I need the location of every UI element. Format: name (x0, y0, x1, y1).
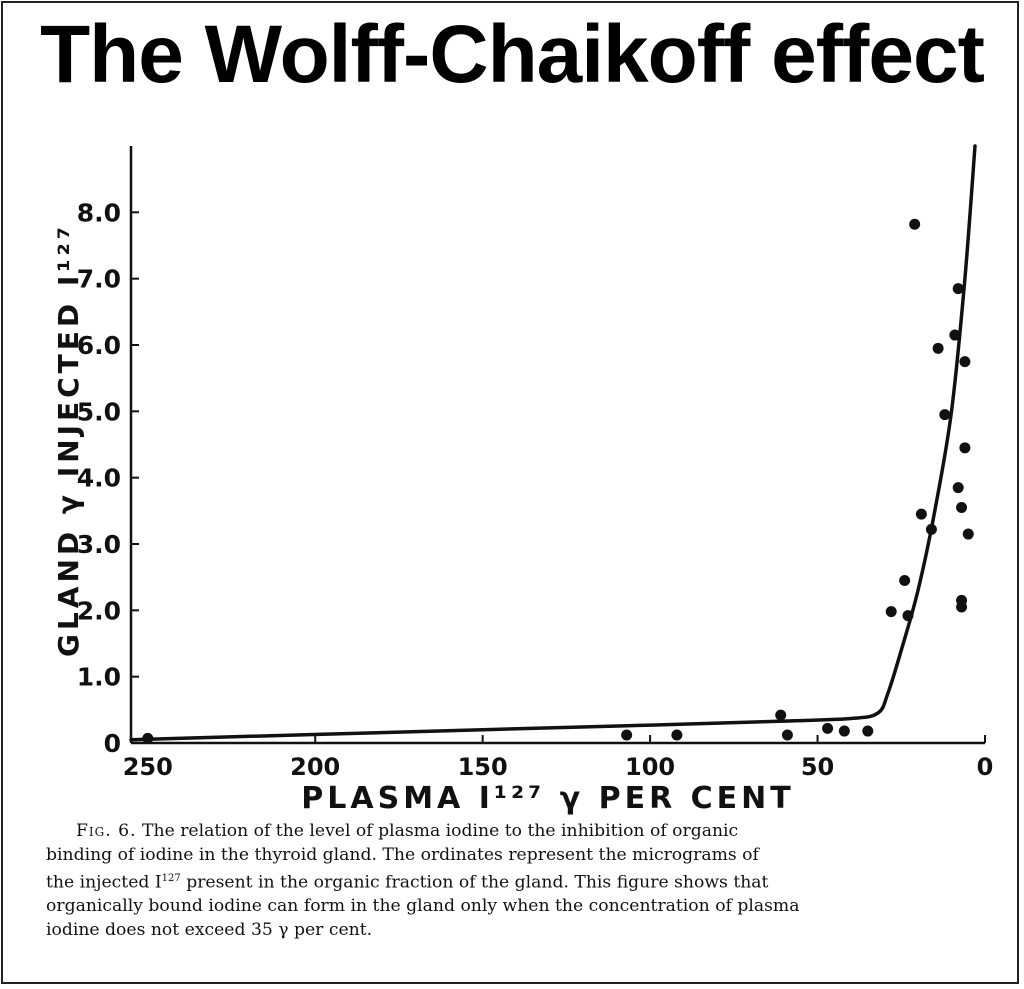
caption-line-3: the injected I127 present in the organic… (46, 867, 998, 895)
y-tick-label: 2.0 (77, 596, 121, 625)
x-tick-label: 150 (458, 753, 508, 781)
caption-line-5: iodine does not exceed 35 γ per cent. (46, 919, 373, 940)
data-point (775, 709, 787, 721)
fit-curve (129, 144, 977, 742)
data-point (939, 409, 951, 421)
caption-line-1: Fig. 6. The relation of the level of pla… (46, 820, 998, 844)
y-tick-label: 3.0 (77, 530, 121, 559)
caption-line-4: organically bound iodine can form in the… (46, 896, 800, 917)
x-tick-label: 50 (801, 753, 834, 781)
y-tick-label: 8.0 (77, 198, 121, 227)
data-point (909, 218, 921, 230)
data-point (949, 329, 961, 341)
x-tick-label: 250 (123, 753, 173, 781)
y-tick-label: 7.0 (77, 265, 121, 294)
data-point (621, 729, 633, 741)
data-point (956, 601, 968, 613)
data-point (956, 502, 968, 514)
data-point (952, 482, 964, 494)
data-point (932, 342, 944, 354)
y-axis-label: GLAND γ INJECTED I¹²⁷ (52, 223, 85, 657)
chart-axes (129, 146, 985, 745)
data-point (862, 725, 874, 737)
data-point (781, 729, 793, 741)
data-point (885, 606, 897, 618)
y-tick-label: 5.0 (77, 397, 121, 426)
caption-sup: 127 (161, 873, 181, 884)
data-point (902, 610, 914, 622)
data-point (962, 528, 974, 540)
data-point (915, 508, 927, 520)
data-point (925, 523, 937, 535)
caption-text-3a: the injected I (46, 872, 162, 893)
data-point (822, 722, 834, 734)
x-tick-label: 0 (977, 753, 994, 781)
y-tick-label: 1.0 (77, 663, 121, 692)
data-point (952, 283, 964, 295)
data-point (899, 574, 911, 586)
y-tick-label: 6.0 (77, 331, 121, 360)
caption-text-3b: present in the organic fraction of the g… (180, 872, 769, 893)
data-point (142, 732, 154, 744)
x-axis-label: PLASMA I¹²⁷ γ PER CENT (301, 781, 794, 816)
data-point (671, 729, 683, 741)
chart-ticks: 250 200 150 100 50 0 0 1.0 2.0 3.0 4.0 5.0 6.0 7.0 8.0 (77, 198, 994, 781)
caption-line-2: binding of iodine in the thyroid gland. … (46, 844, 759, 865)
data-point (838, 725, 850, 737)
caption-text-1: The relation of the level of plasma iodi… (142, 821, 739, 841)
x-tick-label: 200 (290, 753, 340, 781)
data-point (959, 442, 971, 454)
data-points (142, 218, 974, 744)
y-tick-label: 0 (104, 729, 121, 758)
page-title: The Wolff-Chaikoff effect (40, 9, 985, 100)
x-tick-label: 100 (625, 753, 675, 781)
data-point (959, 356, 971, 368)
caption-fig-label: Fig. 6. (76, 821, 137, 841)
figure-caption: Fig. 6. The relation of the level of pla… (46, 820, 998, 942)
y-tick-label: 4.0 (77, 464, 121, 493)
